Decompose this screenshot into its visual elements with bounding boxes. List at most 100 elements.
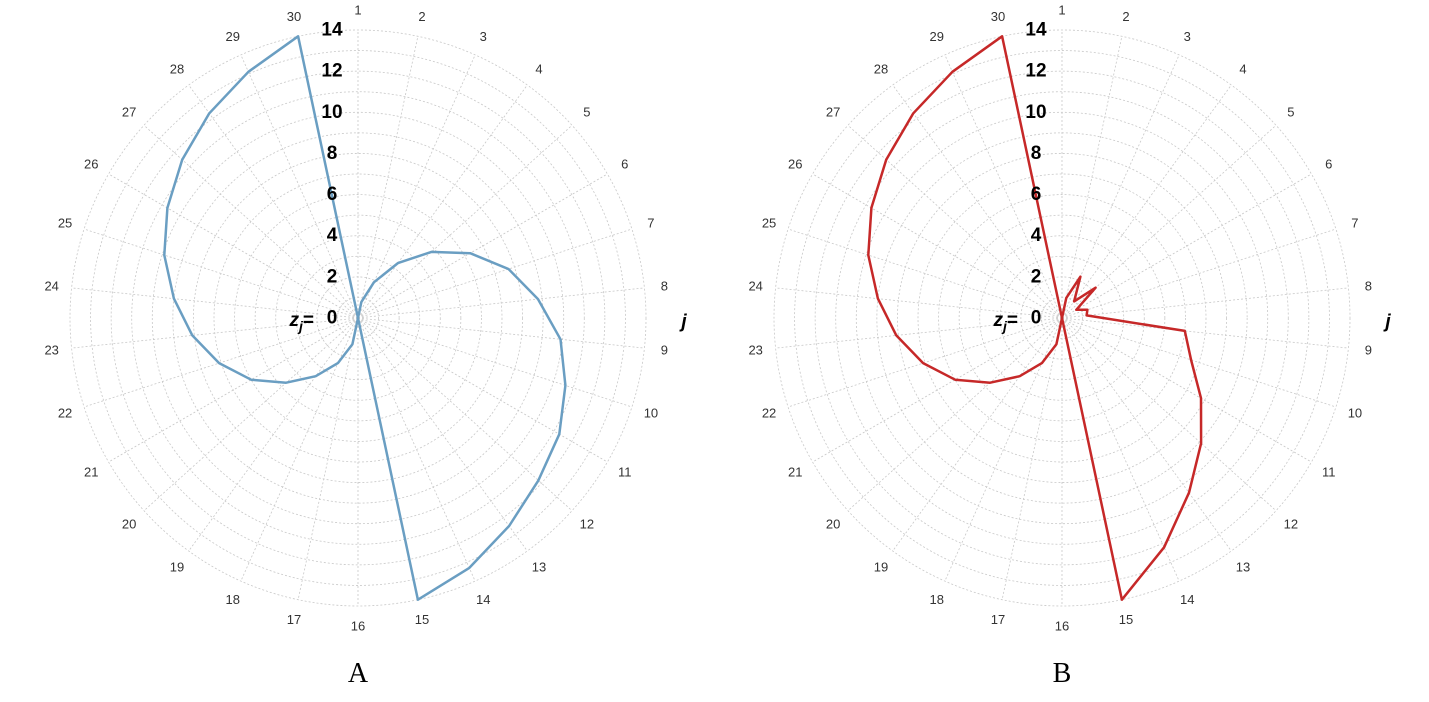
angular-tick-label: 6 bbox=[1325, 157, 1332, 172]
angular-tick-label: 23 bbox=[44, 343, 58, 358]
grid-spoke bbox=[892, 84, 1063, 319]
angular-tick-label: 12 bbox=[1284, 517, 1298, 532]
angular-tick-label: 14 bbox=[1180, 592, 1194, 607]
radial-tick-label: 12 bbox=[1025, 61, 1046, 82]
grid-spoke bbox=[847, 124, 1063, 319]
grid-spoke bbox=[143, 124, 359, 319]
angular-tick-label: 5 bbox=[583, 104, 590, 119]
angular-tick-label: 7 bbox=[647, 215, 654, 230]
grid-spoke bbox=[71, 287, 359, 319]
grid-spoke bbox=[1061, 317, 1232, 552]
grid-spoke bbox=[1061, 317, 1277, 512]
grid-spoke bbox=[775, 287, 1063, 319]
angular-tick-label: 8 bbox=[1365, 278, 1372, 293]
grid-spoke bbox=[1061, 84, 1232, 319]
grid-ring bbox=[254, 214, 462, 422]
grid-spoke bbox=[1061, 287, 1349, 319]
grid-spoke bbox=[812, 173, 1063, 319]
angular-tick-label: 15 bbox=[1119, 612, 1133, 627]
panel-label: B bbox=[1053, 658, 1072, 689]
grid-spoke bbox=[787, 317, 1063, 408]
grid-spoke bbox=[1061, 36, 1123, 319]
angular-tick-label: 23 bbox=[748, 343, 762, 358]
grid-spoke bbox=[188, 84, 359, 319]
angular-tick-label: 18 bbox=[929, 592, 943, 607]
grid-ring bbox=[897, 153, 1227, 483]
angular-tick-label: 24 bbox=[748, 278, 762, 293]
grid-spoke bbox=[357, 317, 476, 582]
grid-spoke bbox=[357, 36, 419, 319]
grid-ring bbox=[979, 235, 1145, 401]
grid-spoke bbox=[357, 228, 633, 319]
radial-axis-name-main: z bbox=[993, 310, 1004, 331]
angular-tick-label: 10 bbox=[644, 406, 658, 421]
radial-axis-name-subscript: j bbox=[1001, 318, 1008, 334]
grid-ring bbox=[213, 173, 503, 463]
angular-tick-label: 17 bbox=[287, 612, 301, 627]
angular-tick-label: 30 bbox=[287, 9, 301, 24]
grid-ring bbox=[938, 194, 1186, 442]
angular-tick-label: 4 bbox=[535, 61, 542, 76]
angular-tick-label: 6 bbox=[621, 157, 628, 172]
angular-tick-label: 9 bbox=[1365, 343, 1372, 358]
radial-tick-labels: 0 2 4 6 8 10 12 14 bbox=[321, 20, 343, 329]
angular-tick-labels: 1 234567891011121314151617181920212223242… bbox=[748, 3, 1371, 634]
angular-tick-label: 30 bbox=[991, 9, 1005, 24]
angular-tick-label: 8 bbox=[661, 278, 668, 293]
grid-spoke bbox=[812, 317, 1063, 463]
grid-ring bbox=[90, 50, 626, 586]
grid-spoke bbox=[775, 317, 1063, 349]
angular-tick-label: 13 bbox=[1236, 560, 1250, 575]
radial-axis-name-main: z bbox=[289, 310, 300, 331]
grid-ring bbox=[958, 214, 1166, 422]
series-line bbox=[867, 35, 1203, 601]
angular-tick-label: 21 bbox=[788, 465, 802, 480]
angular-tick-label: 25 bbox=[58, 215, 72, 230]
grid bbox=[69, 29, 647, 607]
angular-tick-labels: 1 234567891011121314151617181920212223242… bbox=[44, 3, 667, 634]
radial-axis-name: zj= bbox=[993, 310, 1019, 335]
angular-tick-label: 16 bbox=[351, 619, 365, 634]
grid-spoke bbox=[944, 54, 1063, 319]
radial-axis-name-suffix: = bbox=[303, 310, 314, 331]
angular-tick-label: 11 bbox=[1322, 465, 1336, 480]
grid-spoke bbox=[1061, 228, 1337, 319]
angular-tick-label: 17 bbox=[991, 612, 1005, 627]
grid-ring bbox=[69, 29, 647, 607]
radar-chart-a: 1 234567891011121314151617181920212223242… bbox=[44, 3, 687, 690]
angular-tick-label: 10 bbox=[1348, 406, 1362, 421]
grid-spoke bbox=[83, 317, 359, 408]
angular-tick-label: 11 bbox=[618, 465, 632, 480]
grid-spoke bbox=[1061, 173, 1312, 319]
radial-tick-label: 6 bbox=[327, 184, 338, 205]
angular-tick-label: 22 bbox=[762, 406, 776, 421]
angular-tick-label: 3 bbox=[1184, 29, 1191, 44]
angular-tick-label: 21 bbox=[84, 465, 98, 480]
angular-tick-label: 15 bbox=[415, 612, 429, 627]
angular-axis-name: j bbox=[1382, 312, 1391, 333]
radial-tick-label: 14 bbox=[321, 20, 343, 41]
grid-spoke bbox=[357, 317, 573, 512]
angular-tick-label: 29 bbox=[929, 29, 943, 44]
grid-ring bbox=[110, 70, 606, 566]
angular-tick-label: 3 bbox=[480, 29, 487, 44]
angular-tick-label: 19 bbox=[874, 560, 888, 575]
grid-spoke bbox=[143, 317, 359, 512]
grid-spoke bbox=[188, 317, 359, 552]
grid-spoke bbox=[297, 317, 359, 600]
angular-tick-label: 2 bbox=[1122, 9, 1129, 24]
radial-tick-label: 2 bbox=[1031, 266, 1042, 287]
grid-ring bbox=[794, 50, 1330, 586]
grid-spoke bbox=[71, 317, 359, 349]
grid-spoke bbox=[1001, 317, 1063, 600]
grid-spoke bbox=[357, 317, 528, 552]
angular-tick-label: 28 bbox=[170, 61, 184, 76]
angular-tick-label: 1 bbox=[1058, 3, 1065, 18]
angular-tick-label: 26 bbox=[788, 157, 802, 172]
angular-tick-label: 29 bbox=[225, 29, 239, 44]
angular-axis-name: j bbox=[678, 312, 687, 333]
grid bbox=[773, 29, 1351, 607]
series-line bbox=[163, 35, 567, 601]
grid-spoke bbox=[357, 287, 645, 319]
radial-axis-name-suffix: = bbox=[1007, 310, 1018, 331]
